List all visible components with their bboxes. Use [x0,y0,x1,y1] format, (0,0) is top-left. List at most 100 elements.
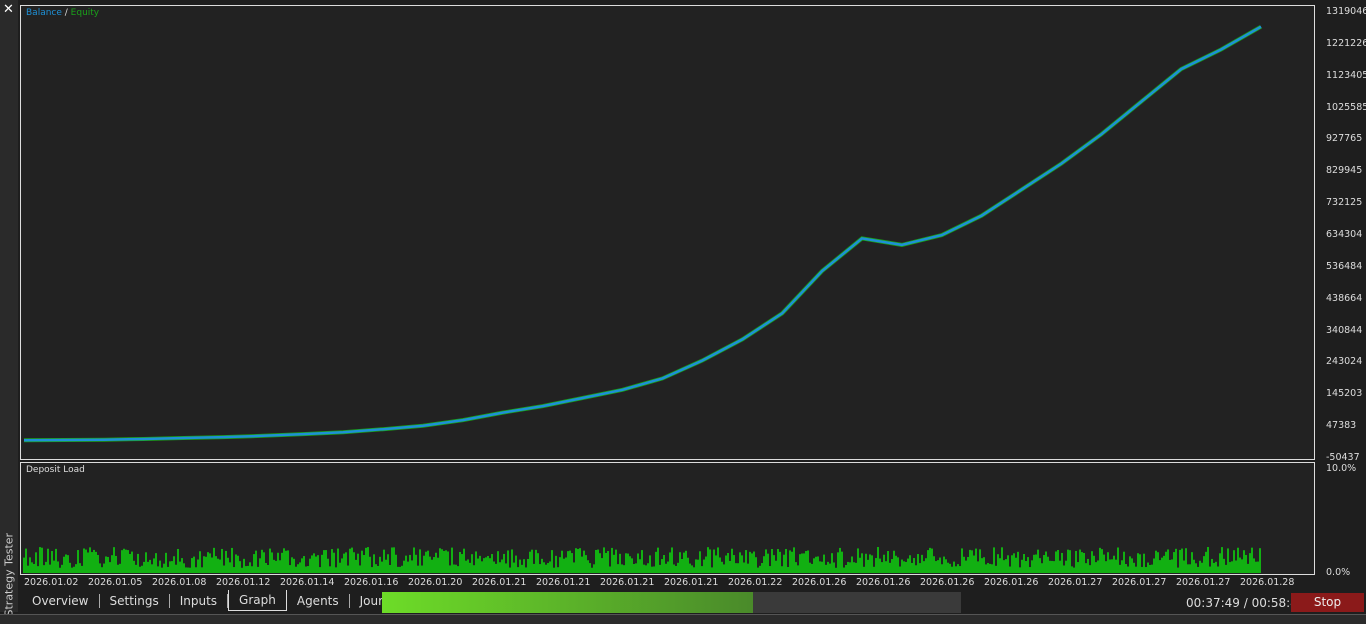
tab-agents[interactable]: Agents [287,594,350,608]
x-tick-label: 2026.01.02 [24,577,79,588]
load-bar [1049,560,1051,573]
tab-inputs[interactable]: Inputs [170,594,229,608]
load-bar [1009,566,1011,573]
load-bar [867,559,869,573]
load-bar [583,550,585,573]
load-bar [1121,560,1123,573]
tab-overview[interactable]: Overview [22,594,100,608]
load-bar [137,553,139,573]
load-bar [951,566,953,573]
load-bar [1113,555,1115,573]
load-bar [1143,553,1145,573]
load-bar [863,566,865,573]
close-icon[interactable]: ✕ [3,2,14,17]
load-bar [735,563,737,573]
load-bar [145,552,147,573]
deposit-load-chart: Deposit Load [20,462,1315,575]
load-bar [35,552,37,573]
load-bar [519,559,521,573]
load-bar [479,555,481,573]
load-bar [1185,548,1187,573]
load-bar [319,567,321,573]
load-bar [475,551,477,573]
load-bar [1145,567,1147,573]
load-bar [31,562,33,573]
tab-settings[interactable]: Settings [100,594,170,608]
load-bar [227,557,229,573]
load-bar [923,561,925,573]
load-bar [581,556,583,573]
load-bar [1095,562,1097,573]
load-bar [197,559,199,573]
load-bar [1093,555,1095,573]
load-bar [61,564,63,573]
load-bar [97,554,99,573]
load-bar [1155,550,1157,573]
y-tick-label: 340844 [1326,324,1363,336]
load-bar [619,553,621,573]
load-bar [471,554,473,573]
load-bar [543,562,545,573]
load-bar [411,560,413,573]
load-bar [1127,566,1129,573]
load-bar [563,558,565,573]
load-bar [457,566,459,573]
load-bar [1087,558,1089,573]
y-tick-label: 927765 [1326,133,1363,145]
load-bar [1203,556,1205,573]
load-bar [1179,549,1181,573]
side-panel: ✕ Strategy Tester [0,0,18,617]
load-bar [957,564,959,573]
load-bar [323,550,325,573]
load-bar [1051,560,1053,573]
load-bar [983,557,985,573]
load-bar [917,554,919,573]
load-bar [499,562,501,573]
load-bar [705,556,707,573]
load-bar [611,547,613,573]
load-bar [261,549,263,573]
y-tick-label: -50437 [1326,452,1360,463]
load-bar [1103,554,1105,573]
load-bar [81,565,83,573]
load-bar [945,559,947,573]
load-bar [369,556,371,573]
load-bar [1189,564,1191,573]
load-bar [749,551,751,573]
load-bar [335,567,337,573]
load-bar [1015,557,1017,573]
load-bar [1023,554,1025,573]
load-bar [731,548,733,573]
load-bar [753,551,755,573]
load-bar [721,561,723,573]
load-bar [591,567,593,573]
load-bar [419,549,421,573]
load-bar [1251,547,1253,573]
load-bar [795,562,797,573]
load-bar [1077,562,1079,573]
y-tick-label: 634304 [1326,229,1363,240]
load-bar [193,556,195,573]
load-bar [627,553,629,573]
load-bar [37,566,39,573]
load-bar [1169,559,1171,573]
load-bar [409,554,411,573]
load-bar [599,553,601,573]
load-bar [697,559,699,573]
load-bar [1197,566,1199,573]
load-bar [173,556,175,573]
load-bar [943,556,945,573]
load-bar [929,547,931,573]
load-bar [1053,561,1055,573]
load-bar [69,562,71,573]
balance-line [23,25,1262,442]
load-bar [41,547,43,573]
load-bar [1245,555,1247,573]
load-bar [1007,555,1009,573]
load-bar [483,558,485,573]
load-bar [631,558,633,573]
stop-button[interactable]: Stop [1291,593,1364,612]
tab-graph[interactable]: Graph [228,589,287,611]
load-bar [203,556,205,573]
load-bar [925,558,927,573]
